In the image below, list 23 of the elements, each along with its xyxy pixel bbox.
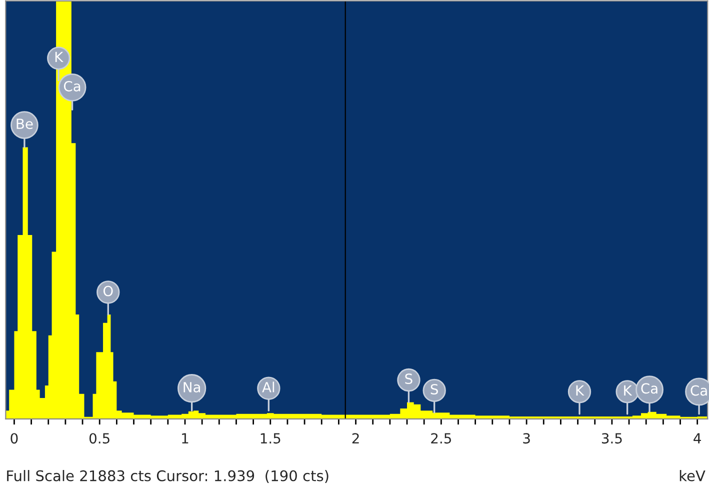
text: Full Scale 21883 cts Cursor: 1.939 (190 cts) <box>7 470 328 484</box>
annotation: O <box>103 286 113 296</box>
annotation: Ca <box>64 80 80 92</box>
annotation: K <box>576 385 584 396</box>
x-tick-label: 2.5 <box>431 433 451 444</box>
annotation: Al <box>262 382 274 392</box>
x-tick-label: 3 <box>523 433 530 444</box>
annotation: Ca <box>641 383 658 394</box>
x-tick-label: 1.5 <box>260 433 280 444</box>
x-tick-label: 4 <box>694 433 701 444</box>
x-axis-title: keV <box>680 470 706 482</box>
annotation: K <box>624 385 632 396</box>
x-tick-label: 0 <box>10 433 18 444</box>
annotation: Ca <box>690 385 707 396</box>
annotation: S <box>405 374 412 384</box>
x-tick-label: 2 <box>352 433 359 444</box>
x-tick-label: 0.5 <box>89 433 110 444</box>
annotation: Be <box>16 118 33 130</box>
annotation: Na <box>184 382 200 392</box>
x-tick-label: 3.5 <box>602 433 622 444</box>
annotation: S <box>430 384 438 394</box>
x-tick-label: 1 <box>182 433 188 444</box>
annotation: K <box>55 52 64 62</box>
